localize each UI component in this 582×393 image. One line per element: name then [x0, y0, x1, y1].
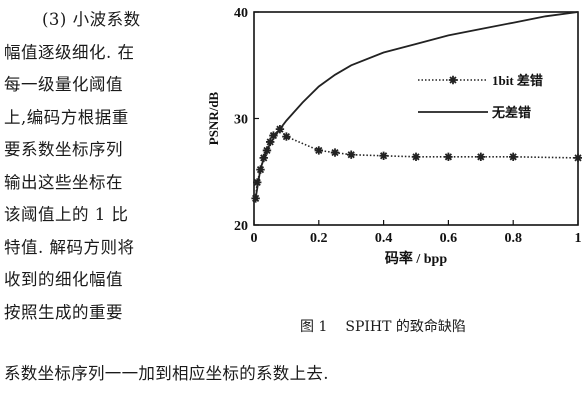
series-point [347, 150, 356, 159]
text-line: (3) 小波系数 [42, 10, 141, 29]
figure-caption: 图 1 SPIHT 的致命缺陷 [300, 316, 484, 336]
text-line: 要系数坐标序列 [4, 140, 123, 159]
series-point [411, 152, 421, 162]
body-text-continuation: 系数坐标序列一一加到相应坐标的系数上去. [4, 364, 329, 383]
y-tick-label: 40 [234, 6, 248, 21]
x-tick-label: 0.2 [310, 231, 328, 246]
text-line: 按照生成的重要 [4, 302, 123, 322]
x-axis-label: 码率 / bpp [385, 250, 447, 267]
series-point [379, 151, 388, 160]
series-point [444, 152, 453, 162]
text-line: 收到的细化幅值 [4, 270, 123, 289]
series-point [330, 148, 340, 157]
text-line: 该阈值上的 1 比 [4, 205, 129, 224]
legend-label: 1bit 差错 [492, 73, 543, 88]
x-tick-label: 1 [575, 231, 582, 246]
x-tick-label: 0.8 [504, 231, 522, 246]
y-tick-label: 20 [234, 219, 248, 234]
series-point [314, 146, 323, 155]
text-line: 输出这些坐标在 [4, 172, 123, 192]
series-point [253, 178, 262, 187]
y-axis-label: PSNR/dB [206, 91, 221, 145]
body-text-column: (3) 小波系数 幅值逐级细化. 在 每一级量化阈值 上,编码方根据重 要系数坐… [4, 4, 196, 329]
figure-chart: 0 0.2 0.4 0.6 0.8 1 20 30 40 码率 / bpp PSNR/dB 1bit … [196, 0, 582, 300]
x-tick-label: 0 [251, 231, 258, 246]
series-line-0 [254, 127, 579, 199]
series-point [476, 152, 485, 162]
legend-label: 无差错 [491, 105, 531, 120]
text-line: 特值. 解码方则将 [4, 237, 135, 257]
legend-marker [448, 75, 458, 85]
psnr-chart: 0 0.2 0.4 0.6 0.8 1 20 30 40 码率 / bpp PSNR/dB 1bit … [206, 6, 582, 267]
series-point [573, 153, 582, 163]
text-line: 上,编码方根据重 [4, 107, 129, 127]
text-line: 幅值逐级细化. 在 [4, 42, 135, 62]
x-tick-label: 0.4 [375, 231, 393, 246]
series-point [282, 132, 291, 141]
series-point [269, 131, 278, 140]
figure-caption-text: SPIHT 的致命缺陷 [345, 319, 466, 335]
text-line: 每一级量化阈值 [4, 75, 123, 94]
x-tick-label: 0.6 [440, 231, 458, 246]
series-point [266, 137, 275, 147]
figure-number: 图 1 [300, 319, 328, 335]
y-tick-label: 30 [234, 113, 248, 128]
series-point [509, 152, 518, 162]
series-line-1 [254, 11, 579, 199]
